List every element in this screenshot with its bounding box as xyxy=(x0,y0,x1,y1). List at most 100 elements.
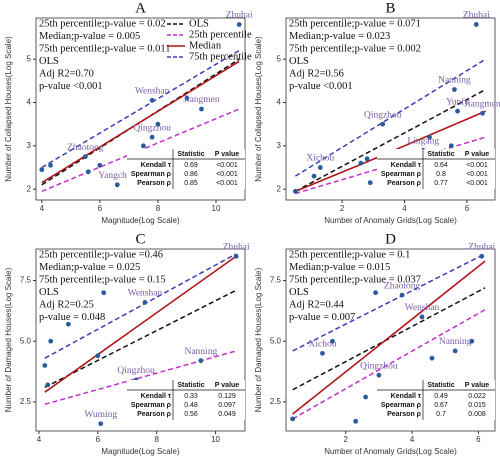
y-axis-label: Number of Collapsed Houses(Log Scale) xyxy=(4,36,13,182)
legend-label: 75th percentile xyxy=(189,51,252,62)
data-point xyxy=(149,97,155,103)
y-axis-label: Number of Collapsed Houses(Log Scale) xyxy=(254,36,263,182)
table-cell: 0.008 xyxy=(468,411,486,418)
table-cell: 0.77 xyxy=(434,180,448,187)
data-point xyxy=(85,169,91,175)
panel-title: A xyxy=(135,0,146,16)
table-header: P value xyxy=(215,151,239,158)
point-label: Jiangmen xyxy=(464,100,500,110)
y-tick-label: 2 xyxy=(277,184,282,193)
fit-line xyxy=(295,110,486,193)
legend-label: OLS xyxy=(189,18,209,29)
data-point xyxy=(48,338,54,344)
annotation: 75th percentile;p-value = 0.011 xyxy=(39,43,171,54)
point-label: Wenshan xyxy=(405,303,440,313)
table-header: P value xyxy=(465,151,489,158)
table-cell: Spearman ρ xyxy=(131,171,172,178)
data-point xyxy=(48,162,53,168)
data-point xyxy=(199,106,204,112)
table-cell: Spearman ρ xyxy=(131,402,172,409)
y-tick-label: 2.5 xyxy=(270,397,282,406)
data-point xyxy=(367,180,373,186)
data-point xyxy=(473,22,479,27)
point-label: Nanning xyxy=(439,337,472,347)
data-point xyxy=(82,154,88,160)
point-label: Wuming xyxy=(84,410,117,420)
y-tick-label: 4 xyxy=(27,98,32,107)
point-label: Lingang xyxy=(407,136,439,146)
fit-line xyxy=(292,253,486,352)
panel-title: B xyxy=(385,0,395,16)
data-point xyxy=(358,160,364,166)
y-tick-label: 3 xyxy=(277,141,282,150)
y-tick-label: 3 xyxy=(27,141,32,150)
point-label: Yunfu xyxy=(446,96,469,107)
data-point xyxy=(198,358,204,364)
point-label: Zhuhai xyxy=(226,11,253,21)
table-cell: <0.001 xyxy=(216,162,238,169)
data-point xyxy=(233,253,239,259)
data-point xyxy=(479,253,485,259)
point-label: Wenshan xyxy=(135,87,170,97)
x-tick-label: 6 xyxy=(476,435,481,444)
x-tick-label: 6 xyxy=(465,204,470,213)
annotation: 25th percentile;p-value = 0.1 xyxy=(289,249,410,260)
table-cell: 0.49 xyxy=(434,393,448,400)
data-point xyxy=(236,22,242,27)
fit-line xyxy=(292,287,486,391)
data-point xyxy=(380,121,386,127)
point-label: Xichou xyxy=(306,154,334,164)
y-tick-label: 5.0 xyxy=(270,336,282,345)
table-cell: Kendall τ xyxy=(391,162,422,169)
table-cell: 0.022 xyxy=(468,393,486,400)
data-point xyxy=(317,165,323,170)
y-tick-label: 2 xyxy=(27,184,32,193)
y-tick-label: 5 xyxy=(277,54,282,63)
table-cell: 0.48 xyxy=(184,402,198,409)
table-cell: <0.001 xyxy=(466,162,488,169)
x-tick-label: 4 xyxy=(37,435,42,444)
table-cell: 0.097 xyxy=(218,402,236,409)
point-label: Qingzhou xyxy=(117,366,155,376)
annotation: OLS xyxy=(39,56,59,67)
plot-frame xyxy=(35,17,246,201)
data-point xyxy=(448,143,454,149)
table-header: Statistic xyxy=(177,151,204,158)
table-cell: Pearson ρ xyxy=(137,180,172,187)
data-point xyxy=(42,363,48,368)
data-point xyxy=(290,416,296,422)
table-cell: Kendall τ xyxy=(141,393,172,400)
data-point xyxy=(373,290,378,296)
x-tick-label: 2 xyxy=(340,204,345,213)
fit-line xyxy=(44,289,237,388)
y-tick-label: 7.5 xyxy=(270,276,282,285)
x-tick-label: 4 xyxy=(410,435,415,444)
data-point xyxy=(39,167,45,173)
table-cell: 0.33 xyxy=(184,393,198,400)
annotation: OLS xyxy=(289,56,309,67)
table-cell: 0.67 xyxy=(434,402,448,409)
fit-line xyxy=(44,253,237,359)
data-point xyxy=(427,134,432,140)
data-point xyxy=(353,418,359,424)
data-point xyxy=(311,173,317,179)
y-tick-label: 4 xyxy=(277,98,282,107)
table-header: Statistic xyxy=(177,382,204,389)
x-tick-label: 2 xyxy=(343,435,348,444)
point-label: Qingzhou xyxy=(360,361,398,371)
table-cell: Spearman ρ xyxy=(381,171,422,178)
table-cell: Kendall τ xyxy=(141,162,172,169)
point-label: Qingzhou xyxy=(364,110,402,120)
table-cell: 0.69 xyxy=(184,162,198,169)
table-cell: Pearson ρ xyxy=(387,180,422,187)
table-cell: 0.8 xyxy=(436,171,446,178)
point-label: Nanning xyxy=(184,347,217,357)
table-cell: 0.85 xyxy=(184,180,198,187)
table-header: P value xyxy=(465,382,489,389)
table-bg xyxy=(377,149,495,189)
table-cell: <0.001 xyxy=(466,180,488,187)
table-cell: 0.86 xyxy=(184,171,198,178)
data-point xyxy=(155,121,161,127)
annotation: Adj R2=0.25 xyxy=(39,299,94,310)
